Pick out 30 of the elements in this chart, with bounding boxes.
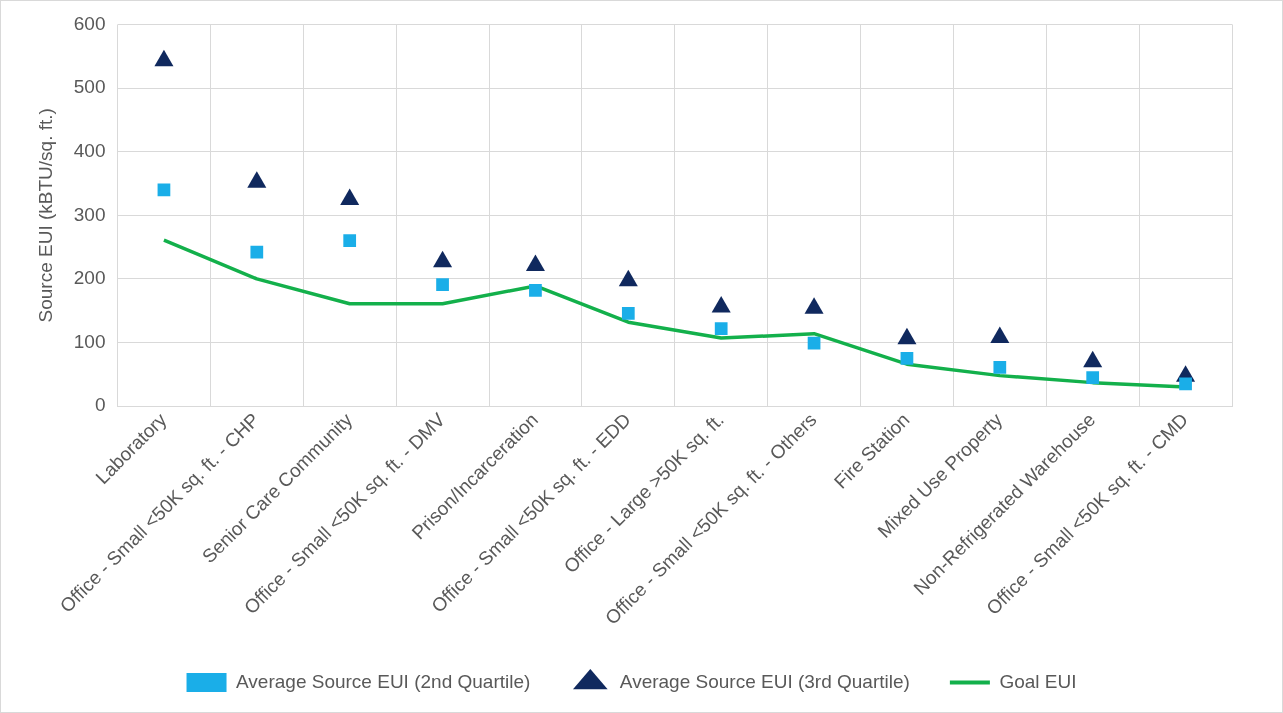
point — [343, 234, 357, 248]
point — [157, 183, 171, 197]
y-tick-label: 200 — [73, 267, 106, 289]
point — [900, 352, 914, 365]
point — [621, 306, 635, 320]
legend-label: Average Source EUI (3rd Quartile) — [619, 670, 910, 692]
point — [525, 254, 545, 272]
point — [340, 188, 360, 205]
point — [714, 322, 728, 335]
y-tick-label: 400 — [73, 139, 106, 161]
y-tick-label: 500 — [73, 76, 106, 98]
legend-label: Goal EUI — [999, 670, 1077, 692]
point — [1086, 371, 1100, 384]
point — [247, 171, 267, 188]
point — [993, 360, 1007, 374]
y-tick-label: 600 — [73, 12, 106, 34]
point — [250, 245, 264, 259]
point — [618, 269, 638, 287]
point — [807, 336, 821, 350]
point — [804, 297, 824, 314]
point — [529, 284, 542, 297]
point — [1179, 377, 1192, 391]
y-tick-label: 300 — [73, 203, 106, 225]
y-axis-title: Source EUI (kBTU/sq. ft.) — [34, 108, 56, 323]
point — [433, 250, 453, 268]
point — [154, 49, 174, 67]
point — [436, 278, 449, 291]
legend-label: Average Source EUI (2nd Quartile) — [236, 670, 531, 692]
y-tick-label: 0 — [94, 394, 106, 416]
y-tick-label: 100 — [73, 330, 106, 352]
